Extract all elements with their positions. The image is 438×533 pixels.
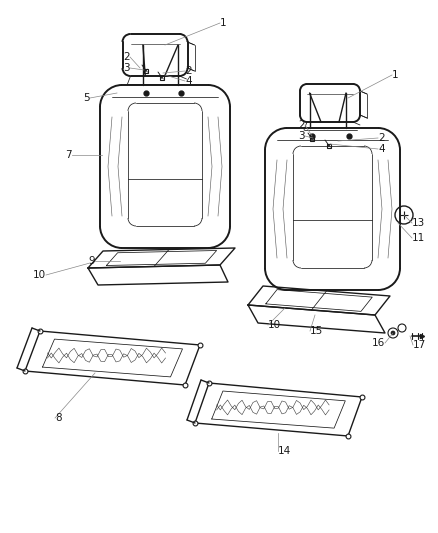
Text: 9: 9	[88, 256, 95, 266]
Text: 1: 1	[220, 18, 226, 28]
Text: 11: 11	[412, 233, 425, 243]
Text: 2: 2	[185, 66, 192, 76]
Circle shape	[391, 331, 395, 335]
Text: 10: 10	[268, 320, 281, 330]
Text: 16: 16	[372, 338, 385, 348]
Text: 3: 3	[298, 131, 305, 141]
Text: 7: 7	[65, 150, 72, 160]
Text: 2: 2	[124, 52, 130, 62]
Text: 17: 17	[413, 340, 426, 350]
Text: 8: 8	[55, 413, 62, 423]
Text: 14: 14	[278, 446, 291, 456]
Text: 15: 15	[310, 326, 323, 336]
Text: 4: 4	[185, 76, 192, 86]
Text: 13: 13	[412, 218, 425, 228]
Text: 10: 10	[33, 270, 46, 280]
Text: 5: 5	[83, 93, 90, 103]
Text: 4: 4	[378, 144, 385, 154]
Text: 1: 1	[392, 70, 399, 80]
Text: 3: 3	[124, 63, 130, 73]
Text: 2: 2	[378, 133, 385, 143]
Text: 2: 2	[298, 120, 305, 130]
